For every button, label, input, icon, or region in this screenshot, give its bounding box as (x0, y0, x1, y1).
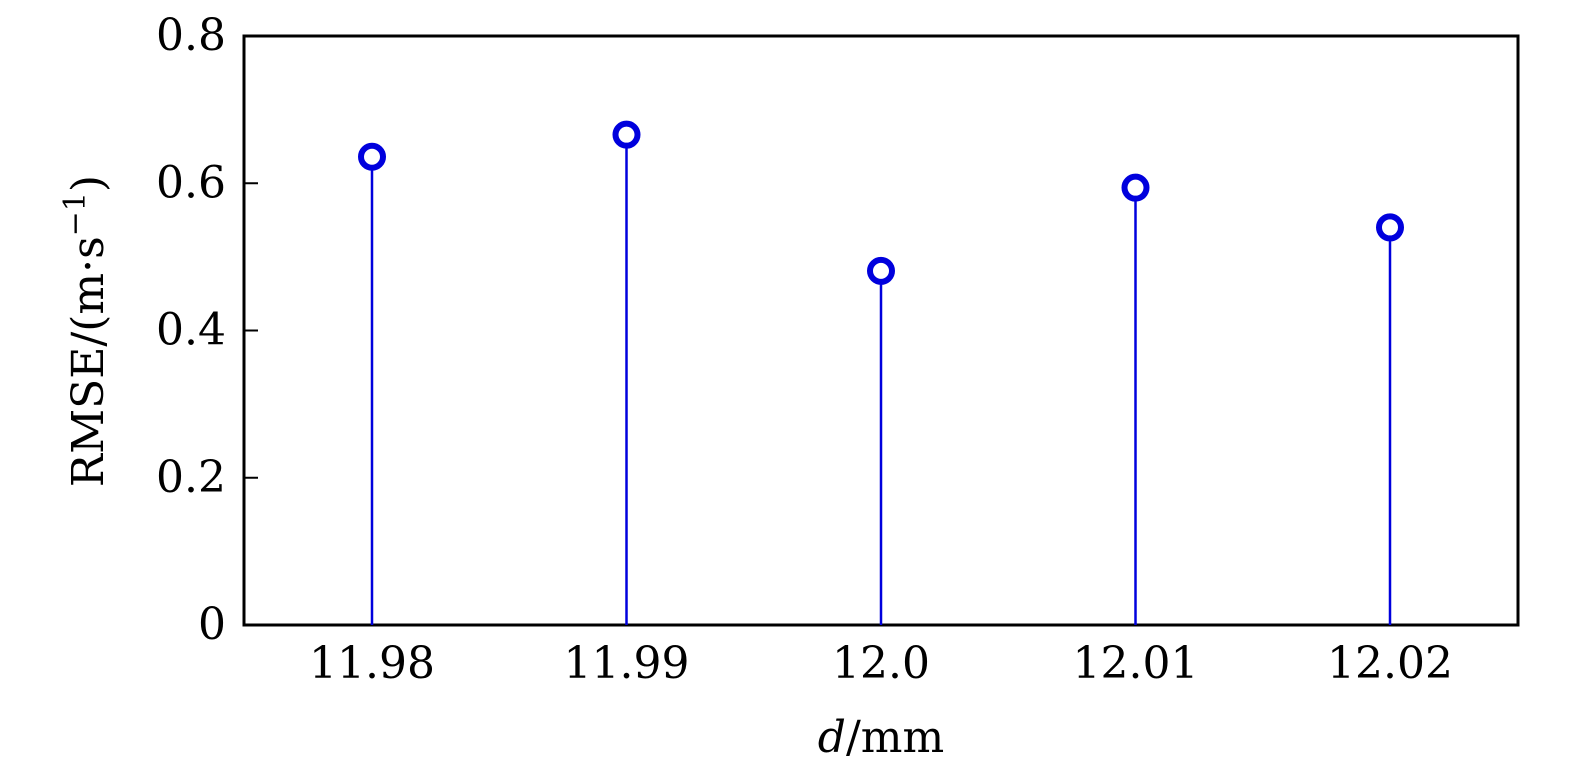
x-axis-unit: /mm (846, 712, 944, 763)
y-tick-label: 0.2 (156, 452, 226, 503)
x-axis: 11.98 11.99 12.0 12.01 12.02 (309, 611, 1453, 689)
y-axis-label-exponent: −1 (58, 192, 93, 236)
y-tick-label: 0 (198, 599, 226, 650)
x-tick-label: 12.0 (832, 638, 930, 689)
stem-marker (1376, 213, 1404, 242)
y-axis-label-main: RMSE/(m·s (63, 236, 114, 487)
stem-marker (1121, 173, 1150, 202)
stem-marker (867, 256, 895, 285)
stem-marker (358, 142, 386, 171)
x-tick-label: 11.99 (564, 638, 690, 689)
y-tick-label: 0.8 (156, 10, 226, 61)
x-tick-label: 11.98 (309, 638, 435, 689)
y-axis-label: RMSE/(m·s−1) (58, 175, 114, 487)
y-axis-label-close: ) (63, 175, 114, 192)
y-tick-label: 0.4 (156, 305, 226, 356)
x-tick-label: 12.02 (1327, 638, 1453, 689)
x-axis-variable: d (818, 712, 846, 763)
x-axis-label: d/mm (818, 712, 944, 763)
data-series (358, 120, 1404, 625)
x-tick-label: 12.01 (1073, 638, 1199, 689)
stem-marker (612, 120, 641, 149)
y-axis: 0 0.2 0.4 0.6 0.8 (156, 10, 258, 650)
y-tick-label: 0.6 (156, 157, 226, 208)
